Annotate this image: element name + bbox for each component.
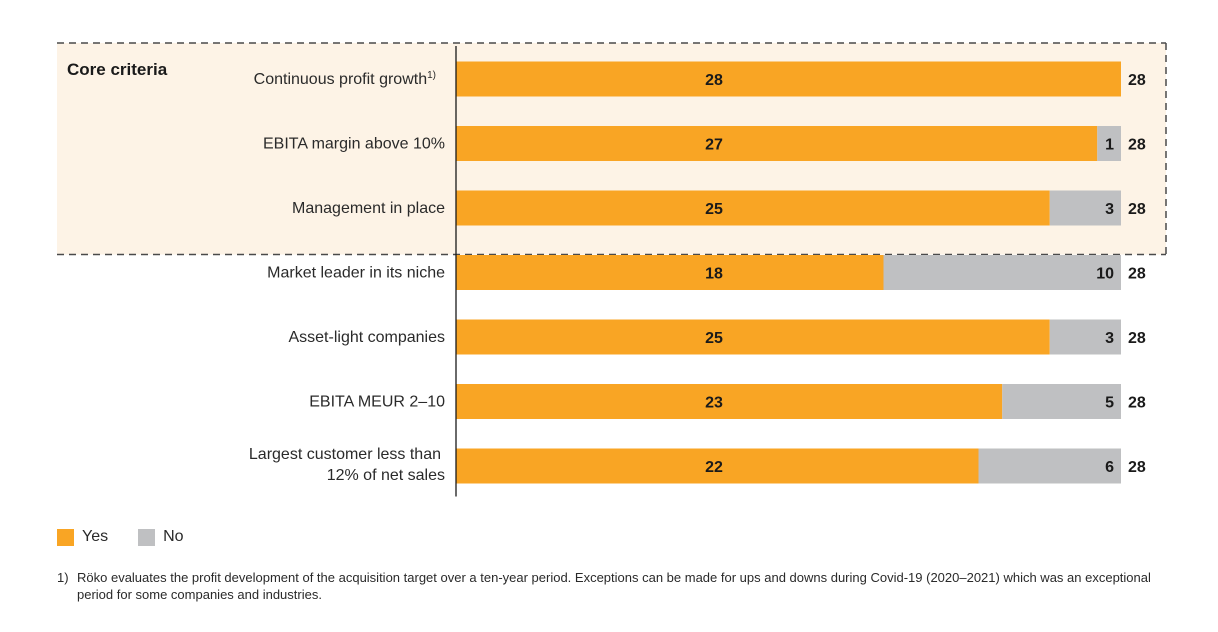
bar-no-6 <box>978 448 1121 484</box>
category-label-6: Largest customer less than 12% of net sal… <box>249 446 445 484</box>
data-label-yes-4: 25 <box>705 330 723 347</box>
bar-no-4 <box>1049 319 1121 355</box>
category-label-4: Asset-light companies <box>288 329 445 346</box>
core-criteria-label: Core criteria <box>67 60 168 79</box>
legend-label-no: No <box>163 528 184 545</box>
bar-yes-0 <box>456 61 1121 97</box>
data-label-no-1: 1 <box>1105 137 1114 154</box>
data-label-no-3: 10 <box>1096 266 1114 283</box>
footnote-marker: 1) <box>57 570 69 585</box>
data-label-no-5: 5 <box>1105 395 1114 412</box>
legend-swatch-yes <box>57 528 74 546</box>
total-label-4: 28 <box>1128 330 1146 347</box>
data-label-no-4: 3 <box>1105 330 1114 347</box>
stacked-bar-chart: Core criteria 28 28 Continuous profit growt… <box>57 42 1167 497</box>
legend: Yes No <box>57 525 204 549</box>
bar-no-2 <box>1049 190 1121 226</box>
total-label-1: 28 <box>1128 137 1146 154</box>
data-label-no-6: 6 <box>1105 459 1114 476</box>
category-label-2: Management in place <box>292 200 445 217</box>
total-label-0: 28 <box>1128 72 1146 89</box>
data-label-yes-3: 18 <box>705 266 723 283</box>
total-label-5: 28 <box>1128 395 1146 412</box>
bar-no-3 <box>883 255 1121 290</box>
category-label-0: Continuous profit growth1) <box>254 70 436 88</box>
legend-label-yes: Yes <box>82 528 109 545</box>
footnote-text: Röko evaluates the profit development of… <box>77 570 1151 602</box>
data-label-yes-0: 28 <box>705 72 723 89</box>
bar-yes-2 <box>456 190 1050 226</box>
data-label-yes-6: 22 <box>705 459 723 476</box>
total-label-2: 28 <box>1128 201 1146 218</box>
chart-svg: Core criteria 28 28 Continuous profit growt… <box>57 42 1167 497</box>
data-label-yes-2: 25 <box>705 201 723 218</box>
total-label-3: 28 <box>1128 266 1146 283</box>
data-label-yes-1: 27 <box>705 137 723 154</box>
legend-swatch-no <box>138 528 156 546</box>
legend-item-no: No <box>138 528 184 546</box>
bar-yes-3 <box>456 255 884 290</box>
total-label-6: 28 <box>1128 459 1146 476</box>
bar-no-5 <box>1002 384 1121 419</box>
data-label-yes-5: 23 <box>705 395 723 412</box>
footnote: 1) Röko evaluates the profit development… <box>57 569 1167 603</box>
bar-no-1 <box>1097 126 1121 161</box>
data-label-no-2: 3 <box>1105 201 1114 218</box>
category-label-3: Market leader in its niche <box>267 265 445 282</box>
bar-yes-4 <box>456 319 1050 355</box>
bar-yes-1 <box>456 126 1098 161</box>
footnote-reference: 1) <box>427 70 436 81</box>
category-label-1: EBITA margin above 10% <box>263 136 445 153</box>
bar-yes-5 <box>456 384 1003 419</box>
category-label-5: EBITA MEUR 2–10 <box>309 394 445 411</box>
legend-item-yes: Yes <box>57 528 108 546</box>
bar-yes-6 <box>456 448 979 484</box>
